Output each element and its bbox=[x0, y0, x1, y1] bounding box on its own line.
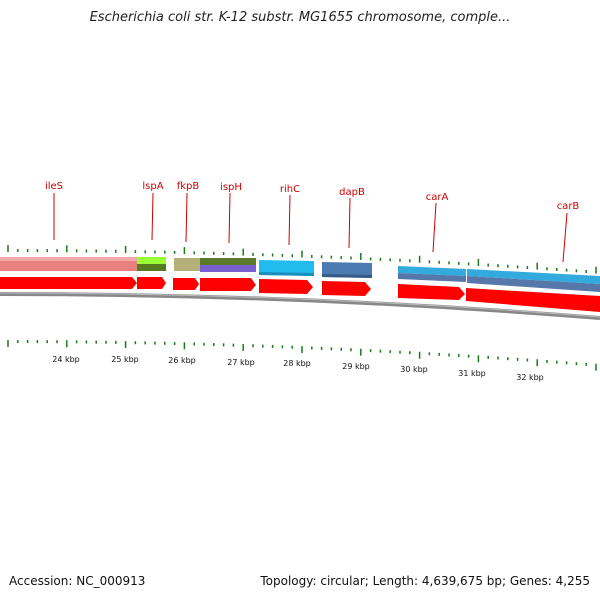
feature-track bbox=[0, 257, 600, 292]
gene-label-lspA[interactable]: lspA bbox=[142, 181, 163, 192]
leader-rihC bbox=[288, 194, 291, 246]
feature-ispH-bottom[interactable] bbox=[200, 265, 256, 272]
lower-tick-track bbox=[7, 340, 597, 371]
cds-arrow-ispH[interactable] bbox=[200, 278, 256, 291]
cds-arrow-ileS[interactable] bbox=[0, 277, 137, 289]
gene-label-ispH[interactable]: ispH bbox=[220, 182, 242, 193]
gene-label-ileS[interactable]: ileS bbox=[45, 181, 63, 192]
cds-arrow-lspA[interactable] bbox=[137, 277, 166, 289]
feature-lspA-top[interactable] bbox=[137, 257, 166, 264]
leader-ispH bbox=[228, 192, 231, 244]
topology-label: Topology: circular; Length: 4,639,675 bp… bbox=[260, 574, 590, 588]
feature-rihC[interactable] bbox=[259, 260, 314, 276]
scale-label-29: 29 kbp bbox=[342, 362, 370, 371]
feature-ispH-top[interactable] bbox=[200, 258, 256, 265]
accession-label: Accession: NC_000913 bbox=[9, 574, 146, 588]
feature-fkpB[interactable] bbox=[174, 258, 200, 271]
gene-label-dapB[interactable]: dapB bbox=[339, 187, 365, 198]
leader-fkpB bbox=[185, 192, 188, 243]
sequence-title: Escherichia coli str. K-12 substr. MG165… bbox=[89, 10, 511, 25]
scale-label-28: 28 kbp bbox=[283, 359, 311, 368]
scale-label-32: 32 kbp bbox=[516, 373, 544, 382]
scale-label-31: 31 kbp bbox=[458, 369, 486, 378]
cds-track bbox=[0, 277, 600, 312]
scale-labels: 24 kbp 25 kbp 26 kbp 27 kbp 28 kbp 29 kb… bbox=[52, 355, 544, 382]
gene-label-carA[interactable]: carA bbox=[426, 192, 449, 203]
upper-tick-track bbox=[7, 245, 597, 274]
scale-label-25: 25 kbp bbox=[111, 355, 139, 364]
leader-dapB bbox=[348, 197, 351, 249]
scale-label-30: 30 kbp bbox=[400, 365, 428, 374]
scale-label-24: 24 kbp bbox=[52, 355, 80, 364]
gene-labels: ileS lspA fkpB ispH rihC dapB carA carB bbox=[45, 181, 579, 212]
scale-label-27: 27 kbp bbox=[227, 358, 255, 367]
feature-carA-top[interactable] bbox=[398, 266, 466, 276]
feature-dapB[interactable] bbox=[322, 262, 372, 278]
feature-carB-top[interactable] bbox=[467, 269, 600, 284]
leader-lspA bbox=[151, 192, 154, 241]
chromosome-backbone bbox=[0, 292, 600, 320]
leader-carA bbox=[432, 202, 437, 253]
scale-label-26: 26 kbp bbox=[168, 356, 196, 365]
cds-arrow-carB[interactable] bbox=[466, 288, 600, 312]
feature-lspA-bottom[interactable] bbox=[137, 264, 166, 271]
gene-leaders bbox=[53, 192, 568, 263]
feature-carA-bottom[interactable] bbox=[398, 273, 466, 282]
cds-arrow-dapB[interactable] bbox=[322, 281, 371, 296]
gene-label-rihC[interactable]: rihC bbox=[280, 184, 300, 195]
cds-arrow-rihC[interactable] bbox=[259, 279, 313, 294]
cds-arrow-fkpB[interactable] bbox=[173, 278, 199, 290]
gene-label-carB[interactable]: carB bbox=[557, 201, 580, 212]
feature-carB-bottom[interactable] bbox=[467, 276, 600, 292]
cds-arrow-carA[interactable] bbox=[398, 284, 465, 300]
leader-carB bbox=[562, 212, 568, 263]
gene-label-fkpB[interactable]: fkpB bbox=[177, 181, 200, 192]
